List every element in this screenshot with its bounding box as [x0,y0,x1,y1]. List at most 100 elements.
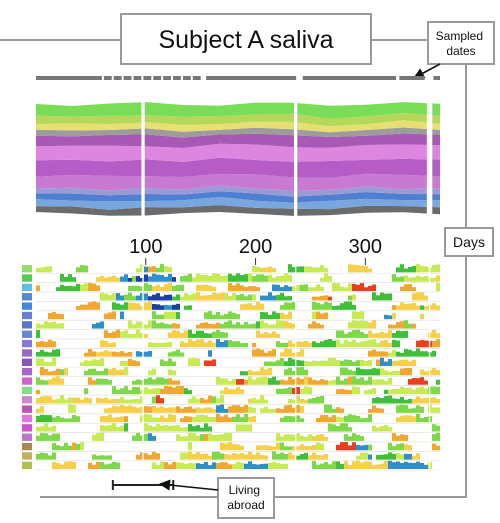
heat-cell [288,357,292,366]
heat-cell [284,321,288,329]
heat-cell [208,275,212,282]
heat-cell [276,380,280,385]
heat-cell [236,387,240,395]
heat-cell [380,425,384,432]
heat-cell [232,405,236,413]
heat-cell [296,352,300,357]
heat-cell [268,367,272,376]
heat-cell [332,408,336,413]
heat-cell [100,455,104,460]
heat-cell [60,378,64,385]
heat-cell [188,462,192,469]
heat-cell [132,302,136,310]
heat-cell [296,266,300,273]
heat-cell [164,385,168,395]
heat-cell [76,306,80,310]
heat-cell [280,464,284,469]
heat-cell [44,415,48,423]
heat-cell [80,399,84,404]
heat-cell [176,284,180,292]
heat-cell [408,277,412,282]
heat-cell [316,343,320,348]
heat-cell [340,380,344,385]
heat-cell [100,321,104,329]
heat-cell [432,397,436,404]
heat-cell [280,358,284,366]
heat-cell [192,408,196,413]
heat-cell [220,462,224,469]
heat-cell [240,445,244,451]
heat-cell [172,304,176,310]
heat-cell [416,275,420,282]
heat-cell [324,312,328,320]
heat-cell [360,445,364,451]
heat-cell [140,293,144,301]
heat-cell [124,416,128,423]
heat-cell [72,462,76,469]
heat-cell [420,418,424,423]
heat-cell [84,283,88,292]
heat-cell [172,425,176,432]
heat-cell [400,415,404,423]
heat-cell [312,452,316,460]
heat-cell [204,415,208,423]
heat-cell [96,352,100,357]
heat-cell [388,359,392,366]
heat-cell [224,321,228,329]
heat-cell [432,264,436,273]
heat-cell [416,305,420,310]
heat-cell [372,349,376,357]
heat-cell [176,386,180,395]
heat-cell [164,294,168,301]
heat-cell [280,379,284,385]
heat-cell [328,417,332,423]
heat-cell [304,369,308,376]
heat-cell [224,340,228,348]
heat-cell [172,311,176,320]
heat-cell [92,464,96,469]
heat-cell [340,463,344,469]
heat-cell [432,303,436,310]
sampling-bar [36,76,440,80]
heat-cell [116,293,120,301]
heat-cell [432,329,436,338]
row-swatch [22,386,32,395]
heat-cell [308,361,312,366]
heat-cell [156,267,160,273]
heat-cell [156,304,160,310]
heat-cell [52,377,56,385]
heat-cell [324,273,328,282]
heat-cell [176,323,180,329]
heat-cell [240,417,244,423]
heat-cell [136,398,140,404]
heat-cell [148,389,152,395]
heat-cell [436,370,440,376]
heat-cell [412,359,416,366]
heat-cell [192,416,196,423]
heat-cell [248,406,252,413]
heat-cell [368,330,372,338]
heat-cell [132,406,136,413]
heat-cell [336,461,340,469]
heat-cell [244,463,248,469]
heat-cell [344,333,348,338]
heat-cell [236,414,240,423]
heat-cell [392,432,396,441]
heat-cell [260,349,264,357]
heat-cell [296,377,300,385]
heat-cell [340,303,344,310]
heat-cell [164,323,168,329]
heat-cell [416,378,420,385]
heat-cell [40,396,44,404]
x-tick-label: 300 [349,236,382,258]
heat-cell [368,322,372,329]
heat-cell [384,340,388,348]
stream-gap [141,98,145,220]
heat-cell [380,368,384,376]
heat-cell [56,313,60,320]
heat-cell [348,295,352,301]
row-swatch [22,339,32,348]
heat-cell [64,368,68,376]
heat-cell [104,340,108,348]
heat-cell [96,433,100,441]
